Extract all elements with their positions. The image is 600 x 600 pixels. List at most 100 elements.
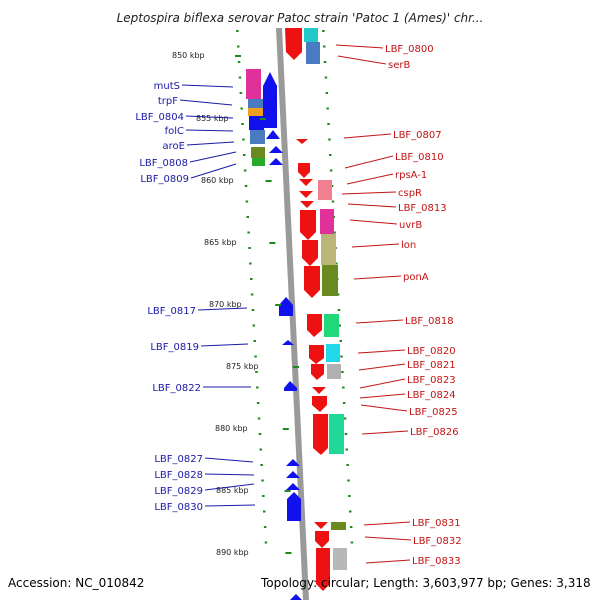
gene-arrow[interactable] [300,201,314,208]
gene-arrow[interactable] [279,297,293,316]
gene-label[interactable]: LBF_0828 [154,470,203,481]
gene-label[interactable]: folC [165,126,184,137]
kbp-tick [235,55,241,57]
gene-arrow[interactable] [286,483,300,490]
tick-dot [341,371,344,373]
cog-bar [306,42,320,64]
gene-arrow[interactable] [315,531,329,548]
cog-bar [252,158,265,166]
gene-label[interactable]: ponA [403,272,429,283]
tick-dot [342,402,346,404]
gene-arrow[interactable] [264,106,276,112]
gene-arrow[interactable] [269,158,283,165]
gene-label[interactable]: LBF_0832 [413,536,462,547]
gene-label[interactable]: LBF_0822 [152,383,201,394]
gene-label[interactable]: LBF_0829 [154,486,203,497]
gene-arrow[interactable] [299,179,313,186]
tick-dot [256,386,259,389]
gene-label[interactable]: LBF_0817 [147,306,196,317]
gene-arrow[interactable] [313,414,328,455]
gene-arrow[interactable] [286,471,300,478]
gene-label[interactable]: LBF_0833 [412,556,461,567]
gene-label[interactable]: LBF_0823 [407,375,456,386]
gene-arrow[interactable] [304,266,320,298]
gene-label[interactable]: LBF_0804 [135,112,184,123]
tick-dot [252,324,256,327]
gene-label[interactable]: trpF [158,96,178,107]
gene-arrow[interactable] [298,163,310,178]
tick-dot [342,386,345,389]
tick-dot [333,231,336,234]
gene-arrow[interactable] [312,396,327,412]
gene-label[interactable]: LBF_0831 [412,518,461,529]
tick-dot [344,433,348,435]
kbp-label: 890 kbp [216,548,249,557]
gene-arrow[interactable] [262,94,274,100]
gene-label[interactable]: mutS [154,81,180,92]
gene-arrow[interactable] [285,28,302,60]
gene-label[interactable]: LBF_0809 [140,174,189,185]
gene-arrow[interactable] [302,240,318,266]
gene-label[interactable]: LBF_0821 [407,360,456,371]
leader-line [360,404,408,412]
leader-line [189,151,237,163]
gene-arrow[interactable] [312,387,326,394]
forward-strand-genes [285,28,330,591]
tick-dot [337,309,341,311]
tick-dot [237,45,240,48]
gene-arrow[interactable] [311,364,324,380]
tick-dot [253,340,256,342]
gene-label[interactable]: LBF_0800 [385,44,434,55]
gene-label[interactable]: LBF_0813 [398,203,447,214]
kbp-tick [275,304,282,306]
gene-label[interactable]: uvrB [399,220,422,231]
gene-arrow[interactable] [290,594,302,600]
gene-arrow[interactable] [264,118,276,124]
gene-label[interactable]: LBF_0824 [407,390,456,401]
gene-arrow[interactable] [284,381,297,391]
leader-line [351,243,400,248]
gene-label[interactable]: LBF_0810 [395,152,444,163]
gene-arrow[interactable] [307,314,322,337]
gene-arrow[interactable] [309,345,324,364]
gene-label[interactable]: rpsA-1 [395,170,427,181]
gene-label[interactable]: LBF_0808 [139,158,188,169]
gene-label[interactable]: LBF_0826 [410,427,459,438]
gene-label[interactable]: LBF_0830 [154,502,203,513]
gene-label[interactable]: serB [388,60,410,71]
gene-arrow[interactable] [287,492,301,521]
gene-label[interactable]: LBF_0827 [154,454,203,465]
gene-arrow[interactable] [299,191,313,198]
leader-line [186,141,235,146]
gene-label[interactable]: LBF_0820 [407,346,456,357]
gene-label[interactable]: lon [401,240,416,251]
cog-bar [320,209,334,234]
leader-line [185,129,234,132]
kbp-tick [285,552,292,554]
tick-dot [258,433,262,435]
gene-arrow[interactable] [286,459,300,466]
gene-label[interactable]: LBF_0825 [409,407,458,418]
gene-label[interactable]: LBF_0818 [405,316,454,327]
gene-label[interactable]: cspR [398,188,422,199]
gene-arrow[interactable] [282,340,294,345]
tick-dot [324,76,328,79]
leader-line [364,536,412,541]
cog-bar [304,28,318,42]
gene-arrow[interactable] [266,130,280,139]
gene-label[interactable]: LBF_0807 [393,130,442,141]
gene-arrow[interactable] [316,548,330,591]
tick-dot [259,448,262,451]
gene-arrow[interactable] [269,146,283,153]
tick-dot [347,479,350,482]
tick-dot [255,371,258,373]
gene-label[interactable]: aroE [163,141,185,152]
gene-arrow[interactable] [300,210,316,240]
gene-arrow[interactable] [314,522,328,529]
cog-bar [246,69,261,99]
gene-label[interactable]: LBF_0819 [150,342,199,353]
tick-dot [348,495,351,497]
gene-arrow[interactable] [296,139,308,144]
leader-line [204,473,255,476]
